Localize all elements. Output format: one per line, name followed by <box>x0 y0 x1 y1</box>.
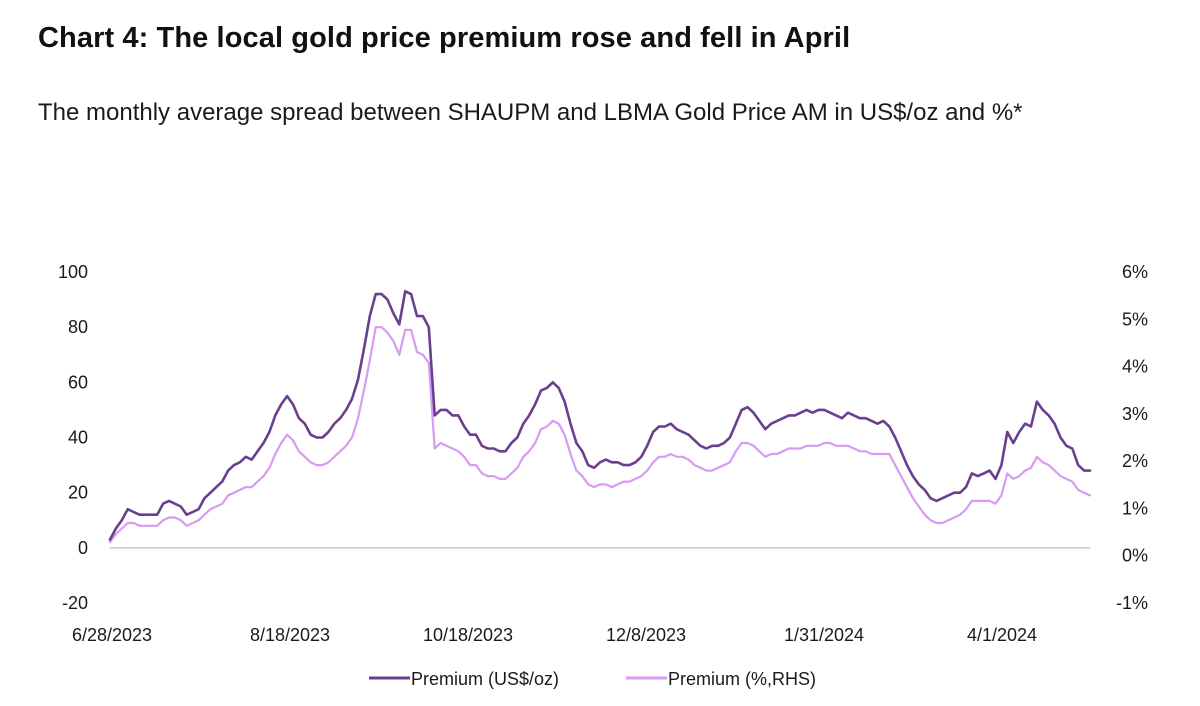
x-tick-label: 8/18/2023 <box>250 625 330 645</box>
x-tick-label: 4/1/2024 <box>967 625 1037 645</box>
left-tick-label: 60 <box>68 372 88 392</box>
left-tick-label: -20 <box>62 593 88 613</box>
left-tick-label: 20 <box>68 483 88 503</box>
chart-subtitle: The monthly average spread between SHAUP… <box>38 99 1023 126</box>
left-tick-label: 100 <box>58 262 88 282</box>
right-tick-label: 0% <box>1122 546 1148 566</box>
x-tick-label: 1/31/2024 <box>784 625 864 645</box>
x-tick-label: 6/28/2023 <box>72 625 152 645</box>
left-tick-label: 0 <box>78 538 88 558</box>
legend-label-pct: Premium (%,RHS) <box>668 669 816 689</box>
left-axis-ticks: 100 80 60 40 20 0 -20 <box>58 262 88 613</box>
left-tick-label: 40 <box>68 428 88 448</box>
series-line-usd <box>108 289 1092 541</box>
legend-label-usd: Premium (US$/oz) <box>411 669 559 689</box>
right-tick-label: 3% <box>1122 404 1148 424</box>
right-tick-label: 4% <box>1122 357 1148 377</box>
x-tick-label: 10/18/2023 <box>423 625 513 645</box>
series-group <box>108 289 1092 544</box>
right-tick-label: 2% <box>1122 451 1148 471</box>
right-tick-label: 5% <box>1122 309 1148 329</box>
series-line-pct <box>108 326 1092 544</box>
right-axis-ticks: 6% 5% 4% 3% 2% 1% 0% -1% <box>1116 262 1148 613</box>
right-tick-label: 1% <box>1122 498 1148 518</box>
chart-title: Chart 4: The local gold price premium ro… <box>38 22 851 54</box>
x-tick-label: 12/8/2023 <box>606 625 686 645</box>
left-tick-label: 80 <box>68 317 88 337</box>
right-tick-label: -1% <box>1116 593 1148 613</box>
right-tick-label: 6% <box>1122 262 1148 282</box>
x-axis-ticks: 6/28/2023 8/18/2023 10/18/2023 12/8/2023 1/3… <box>72 625 1037 645</box>
legend: Premium (US$/oz) Premium (%,RHS) <box>369 669 816 689</box>
